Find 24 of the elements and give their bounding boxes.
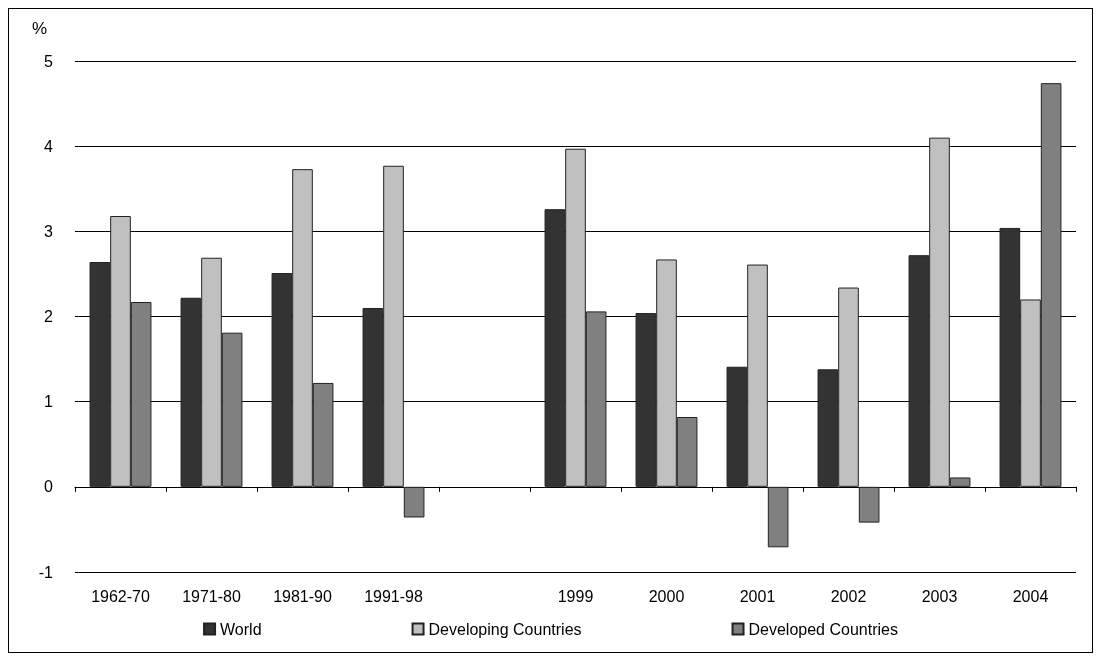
bar [767, 486, 789, 548]
y-axis-title: % [32, 19, 48, 38]
bar [403, 486, 425, 518]
legend-label: World [220, 620, 262, 638]
y-tick-label: 2 [44, 308, 54, 325]
y-tick-label: -1 [38, 563, 54, 581]
legend-label: Developing Countries [428, 620, 582, 638]
x-tick-label: 1999 [557, 587, 594, 605]
legend-label: Developed Countries [748, 620, 898, 638]
y-tick-label: 0 [44, 478, 54, 496]
x-tick-label: 2002 [830, 587, 867, 605]
x-tick-label: 1981-90 [273, 587, 332, 605]
y-tick-label: 1 [44, 393, 54, 411]
x-tick-label: 1962-70 [91, 587, 150, 605]
y-tick-label: 4 [44, 137, 54, 155]
x-tick-label: 2004 [1012, 587, 1049, 605]
x-tick-label: 2000 [648, 587, 685, 605]
x-tick-label: 2001 [739, 587, 776, 605]
x-tick-label: 1971-80 [182, 587, 241, 605]
bar [858, 486, 880, 523]
x-tick-label: 1991-98 [364, 587, 423, 605]
y-tick-label: 5 [44, 52, 54, 70]
y-tick-label: 3 [44, 222, 54, 240]
x-tick-label: 2003 [921, 587, 958, 605]
